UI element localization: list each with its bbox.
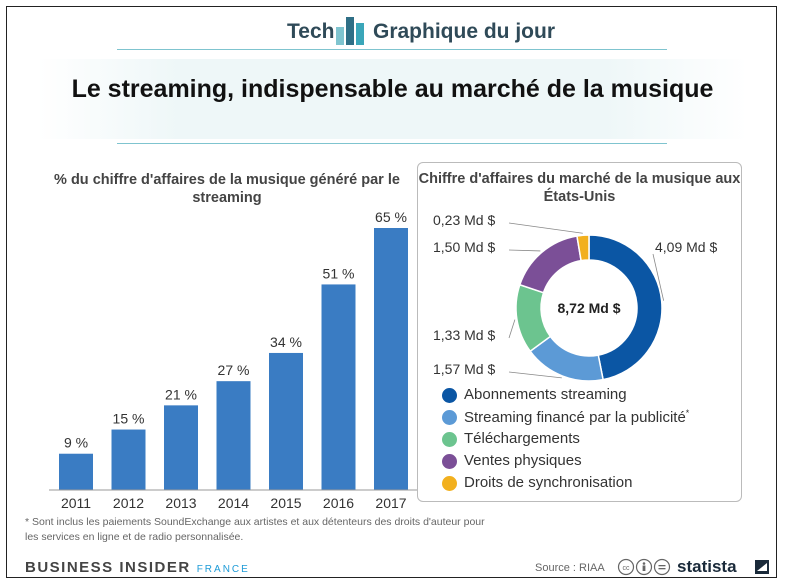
legend-label: Streaming financé par la publicité: [464, 409, 686, 426]
leader-line: [508, 319, 516, 339]
slice-value-label: 0,23 Md $: [433, 212, 495, 228]
bar-2014: [216, 381, 251, 490]
bar-chart-logo-icon: [336, 17, 364, 45]
page-title: Le streaming, indispensable au marché de…: [71, 75, 714, 103]
bar-value-label: 27 %: [218, 362, 250, 378]
title-divider: [117, 143, 667, 144]
footnote: * Sont inclus les paiements SoundExchang…: [25, 516, 485, 543]
brand-edition: FRANCE: [196, 564, 250, 575]
legend-swatch: [442, 410, 457, 425]
title-band: [37, 59, 747, 139]
bar-value-label: 51 %: [323, 265, 355, 281]
legend-label-wrap: Streaming financé par la publicité*: [464, 408, 689, 426]
statista-logo[interactable]: statista: [677, 557, 737, 576]
slice-value-label: 1,33 Md $: [433, 327, 495, 343]
bar-value-label: 65 %: [375, 209, 407, 225]
x-tick-label: 2013: [165, 495, 196, 511]
slice-value-label: 1,50 Md $: [433, 239, 495, 255]
donut-slice: [588, 234, 663, 381]
bar-value-label: 21 %: [165, 386, 197, 402]
donut-slice: [518, 235, 582, 294]
business-insider-logo[interactable]: BUSINESS INSIDER FRANCE: [25, 559, 250, 576]
creative-commons-icon: cc: [617, 558, 671, 576]
brand-graphique-du-jour: Graphique du jour: [373, 20, 555, 43]
donut-chart: 8,72 Md $ 4,09 Md $ 1,57 Md $ 1,33 Md $ 1,50…: [433, 212, 717, 382]
brand-tech: Tech: [287, 20, 335, 43]
bar-2012: [111, 429, 146, 490]
x-tick-label: 2012: [113, 495, 144, 511]
svg-text:cc: cc: [623, 565, 631, 572]
donut-panel: [417, 162, 742, 502]
source-label: Source : RIAA: [535, 562, 605, 574]
bar-value-label: 9 %: [64, 435, 88, 451]
donut-chart-title: Chiffre d'affaires du marché de la musiq…: [418, 171, 741, 205]
brand-name: BUSINESS INSIDER: [25, 559, 191, 576]
legend-swatch: [442, 476, 457, 491]
x-tick-label: 2015: [270, 495, 301, 511]
header: Tech Graphique du jour: [7, 7, 778, 55]
bar-2016: [321, 284, 356, 490]
x-tick-label: 2011: [61, 495, 91, 511]
leader-line: [508, 371, 562, 379]
slice-value-label: 4,09 Md $: [655, 239, 717, 255]
infographic-frame: Tech Graphique du jour Le streaming, ind…: [6, 6, 777, 578]
legend-label: Téléchargements: [464, 430, 580, 447]
bar-2017: [374, 228, 408, 490]
header-divider: [117, 49, 667, 50]
donut-slice: [576, 234, 590, 262]
statista-icon: [755, 560, 769, 574]
x-tick-label: 2017: [375, 495, 406, 511]
legend-footnote-mark: *: [685, 408, 690, 418]
bar-value-label: 15 %: [113, 411, 145, 427]
legend-label: Abonnements streaming: [464, 386, 627, 403]
legend-label: Droits de synchronisation: [464, 474, 633, 491]
legend-swatch: [442, 388, 457, 403]
legend-swatch: [442, 454, 457, 469]
leader-line: [652, 253, 665, 301]
bar-chart-title: % du chiffre d'affaires de la musique gé…: [54, 172, 400, 206]
bar-value-label: 34 %: [270, 334, 302, 350]
bar-chart: 9 % 2011 15 % 2012 21 % 2013 27 % 2014 34 % 2015 5…: [49, 209, 417, 511]
bar-2015: [269, 352, 303, 490]
legend-swatch: [442, 432, 457, 447]
donut-center-label: 8,72 Md $: [557, 300, 620, 316]
slice-value-label: 1,57 Md $: [433, 361, 495, 377]
leader-line: [508, 222, 583, 234]
x-tick-label: 2014: [218, 495, 249, 511]
bar-2013: [164, 405, 198, 490]
leader-line: [508, 249, 541, 252]
bar-2011: [59, 453, 93, 490]
legend-label: Ventes physiques: [464, 452, 582, 469]
x-tick-label: 2016: [323, 495, 354, 511]
